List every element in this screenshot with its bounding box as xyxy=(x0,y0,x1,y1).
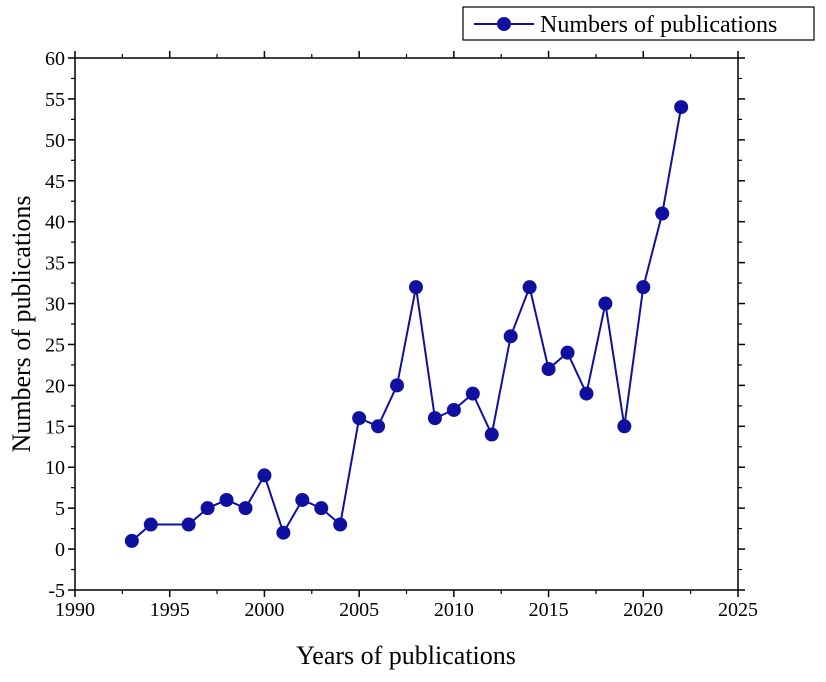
y-tick-label: 10 xyxy=(45,457,65,479)
x-axis-label: Years of publications xyxy=(296,641,516,670)
y-tick-label: 35 xyxy=(45,253,65,275)
data-point xyxy=(295,492,310,507)
y-axis-label: Numbers of publications xyxy=(7,195,36,452)
data-point xyxy=(541,362,556,377)
x-tick-label: 2020 xyxy=(623,599,663,621)
data-point xyxy=(598,296,613,311)
data-point xyxy=(352,411,367,426)
series-line xyxy=(131,106,683,542)
data-point xyxy=(674,100,689,115)
x-tick-label: 2000 xyxy=(244,599,284,621)
data-point xyxy=(143,517,158,532)
y-tick-label: -5 xyxy=(48,580,65,602)
x-tick-label: 2015 xyxy=(529,599,569,621)
data-point xyxy=(219,492,234,507)
x-tick-label: 2005 xyxy=(339,599,379,621)
data-point xyxy=(371,419,386,434)
x-tick-label: 2025 xyxy=(718,599,758,621)
data-point xyxy=(408,280,423,295)
y-tick-label: 25 xyxy=(45,334,65,356)
x-tick-label: 1995 xyxy=(150,599,190,621)
data-point xyxy=(655,206,670,221)
data-point xyxy=(465,386,480,401)
data-point xyxy=(257,468,272,483)
data-point xyxy=(333,517,348,532)
x-tick-label: 2010 xyxy=(434,599,474,621)
legend-label: Numbers of publications xyxy=(540,12,777,38)
data-point xyxy=(560,345,575,360)
y-tick-label: 50 xyxy=(45,130,65,152)
y-tick-label: 30 xyxy=(45,294,65,316)
data-point xyxy=(484,427,499,442)
legend: Numbers of publications xyxy=(462,6,815,41)
y-tick-label: 5 xyxy=(55,498,65,520)
data-point xyxy=(124,533,139,548)
data-point xyxy=(427,411,442,426)
data-point xyxy=(276,525,291,540)
data-point xyxy=(390,378,405,393)
x-tick-label: 1990 xyxy=(55,599,95,621)
data-point xyxy=(503,329,518,344)
y-tick-label: 60 xyxy=(45,48,65,70)
y-tick-label: 15 xyxy=(45,416,65,438)
data-point xyxy=(181,517,196,532)
data-point xyxy=(446,402,461,417)
legend-marker-sample xyxy=(497,17,511,31)
y-tick-label: 0 xyxy=(55,539,65,561)
data-point xyxy=(314,501,329,516)
y-tick-label: 55 xyxy=(45,89,65,111)
y-tick-label: 45 xyxy=(45,171,65,193)
y-tick-label: 20 xyxy=(45,375,65,397)
data-point xyxy=(617,419,632,434)
data-point xyxy=(636,280,651,295)
data-point xyxy=(200,501,215,516)
data-point xyxy=(579,386,594,401)
data-point xyxy=(238,501,253,516)
data-point xyxy=(522,280,537,295)
y-tick-label: 40 xyxy=(45,212,65,234)
